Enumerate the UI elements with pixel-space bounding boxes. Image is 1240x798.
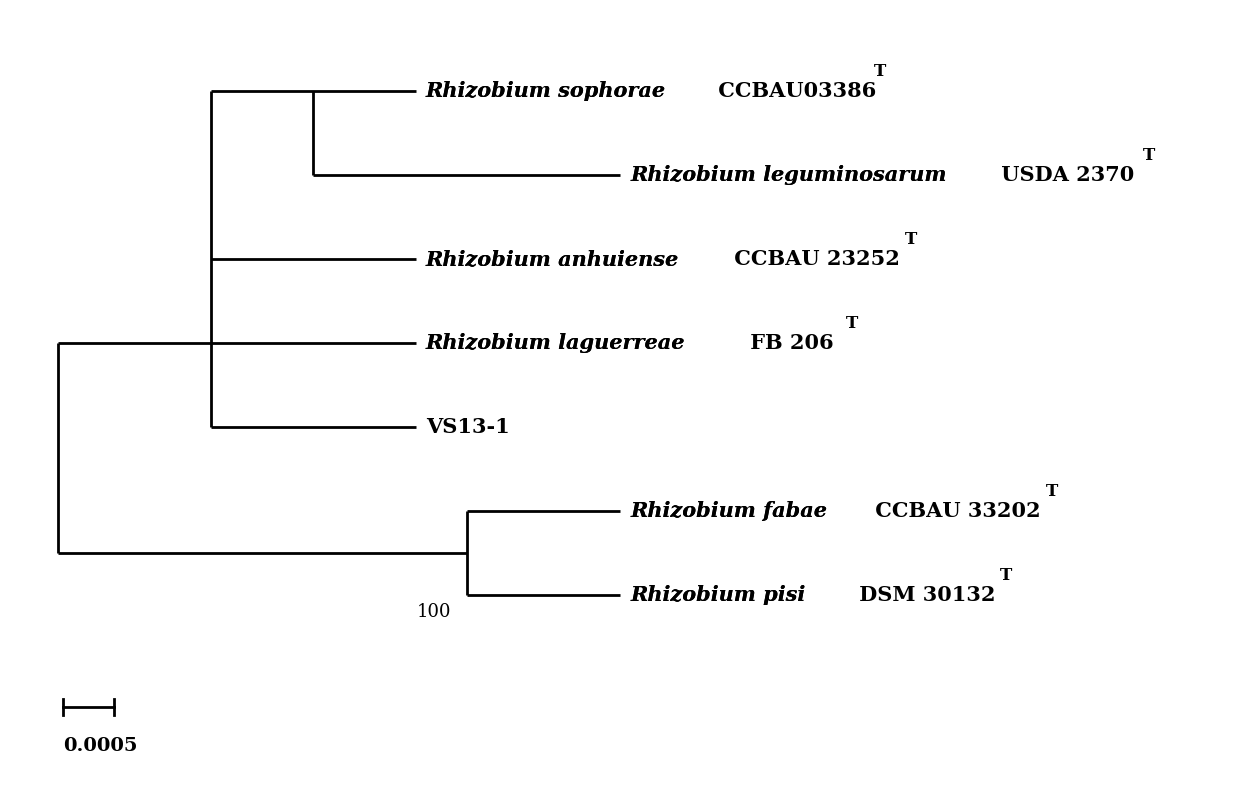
Text: FB 206: FB 206 [743, 333, 833, 353]
Text: Rhizobium fabae: Rhizobium fabae [630, 501, 827, 521]
Text: VS13-1: VS13-1 [425, 417, 510, 437]
Text: Rhizobium anhuiense: Rhizobium anhuiense [425, 249, 680, 269]
Text: CCBAU 33202: CCBAU 33202 [868, 501, 1040, 521]
Text: CCBAU03386: CCBAU03386 [711, 81, 877, 101]
Text: Rhizobium sophorae: Rhizobium sophorae [425, 81, 666, 101]
Text: Rhizobium anhuiense: Rhizobium anhuiense [425, 249, 680, 269]
Text: Rhizobium laguerreae: Rhizobium laguerreae [425, 333, 686, 353]
Text: T: T [1045, 483, 1058, 500]
Text: Rhizobium sophorae: Rhizobium sophorae [425, 81, 666, 101]
Text: Rhizobium laguerreae: Rhizobium laguerreae [425, 333, 686, 353]
Text: Rhizobium fabae: Rhizobium fabae [630, 501, 827, 521]
Text: T: T [1001, 567, 1012, 584]
Text: T: T [904, 231, 916, 248]
Text: T: T [1142, 147, 1154, 164]
Text: DSM 30132: DSM 30132 [852, 585, 996, 605]
Text: 0.0005: 0.0005 [63, 737, 138, 755]
Text: Rhizobium pisi: Rhizobium pisi [630, 585, 806, 605]
Text: Rhizobium leguminosarum: Rhizobium leguminosarum [630, 165, 946, 185]
Text: USDA 2370: USDA 2370 [994, 165, 1135, 185]
Text: T: T [874, 63, 887, 80]
Text: T: T [847, 315, 858, 332]
Text: Rhizobium leguminosarum: Rhizobium leguminosarum [630, 165, 946, 185]
Text: 100: 100 [417, 602, 451, 621]
Text: Rhizobium pisi: Rhizobium pisi [630, 585, 806, 605]
Text: CCBAU 23252: CCBAU 23252 [727, 249, 900, 269]
